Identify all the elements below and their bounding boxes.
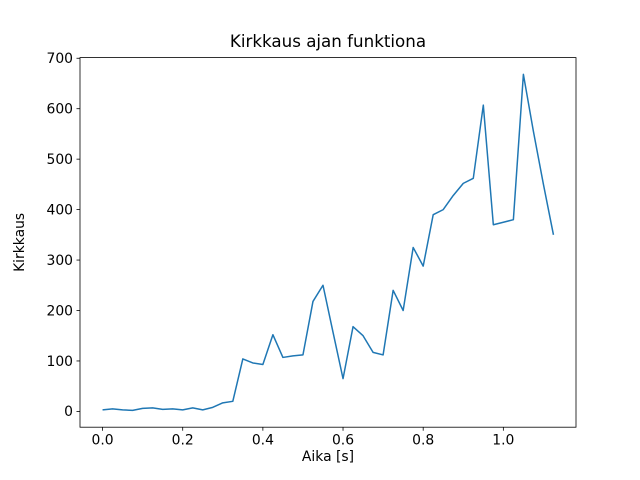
series-line xyxy=(102,73,555,412)
x-tick-label: 0.8 xyxy=(412,433,434,449)
data-series-group xyxy=(102,73,555,412)
x-tick-label: 0.4 xyxy=(252,433,274,449)
x-tick-label: 0.0 xyxy=(91,433,113,449)
axis-ticks-group: 0.0 0.2 0.4 0.6 0.8 1.0 0 100 200 300 400 500 600 700 xyxy=(46,51,514,449)
y-axis-label: Kirkkaus xyxy=(12,213,28,272)
y-tick-label: 300 xyxy=(46,253,73,269)
x-axis-label: Aika [s] xyxy=(302,449,354,465)
y-tick-label: 200 xyxy=(46,303,73,319)
y-tick-label: 400 xyxy=(46,202,73,218)
y-tick-label: 500 xyxy=(46,152,73,168)
x-tick-label: 0.6 xyxy=(332,433,354,449)
x-tick-label: 1.0 xyxy=(492,433,514,449)
x-tick-label: 0.2 xyxy=(172,433,194,449)
y-tick-label: 600 xyxy=(46,102,73,118)
y-tick-label: 0 xyxy=(64,404,73,420)
axes-spines-group xyxy=(79,57,577,428)
y-tick-label: 100 xyxy=(46,354,73,370)
axes-box xyxy=(79,57,577,428)
y-tick-label: 700 xyxy=(46,51,73,67)
chart-title: Kirkkaus ajan funktiona xyxy=(230,31,426,51)
plot-area xyxy=(80,57,576,428)
